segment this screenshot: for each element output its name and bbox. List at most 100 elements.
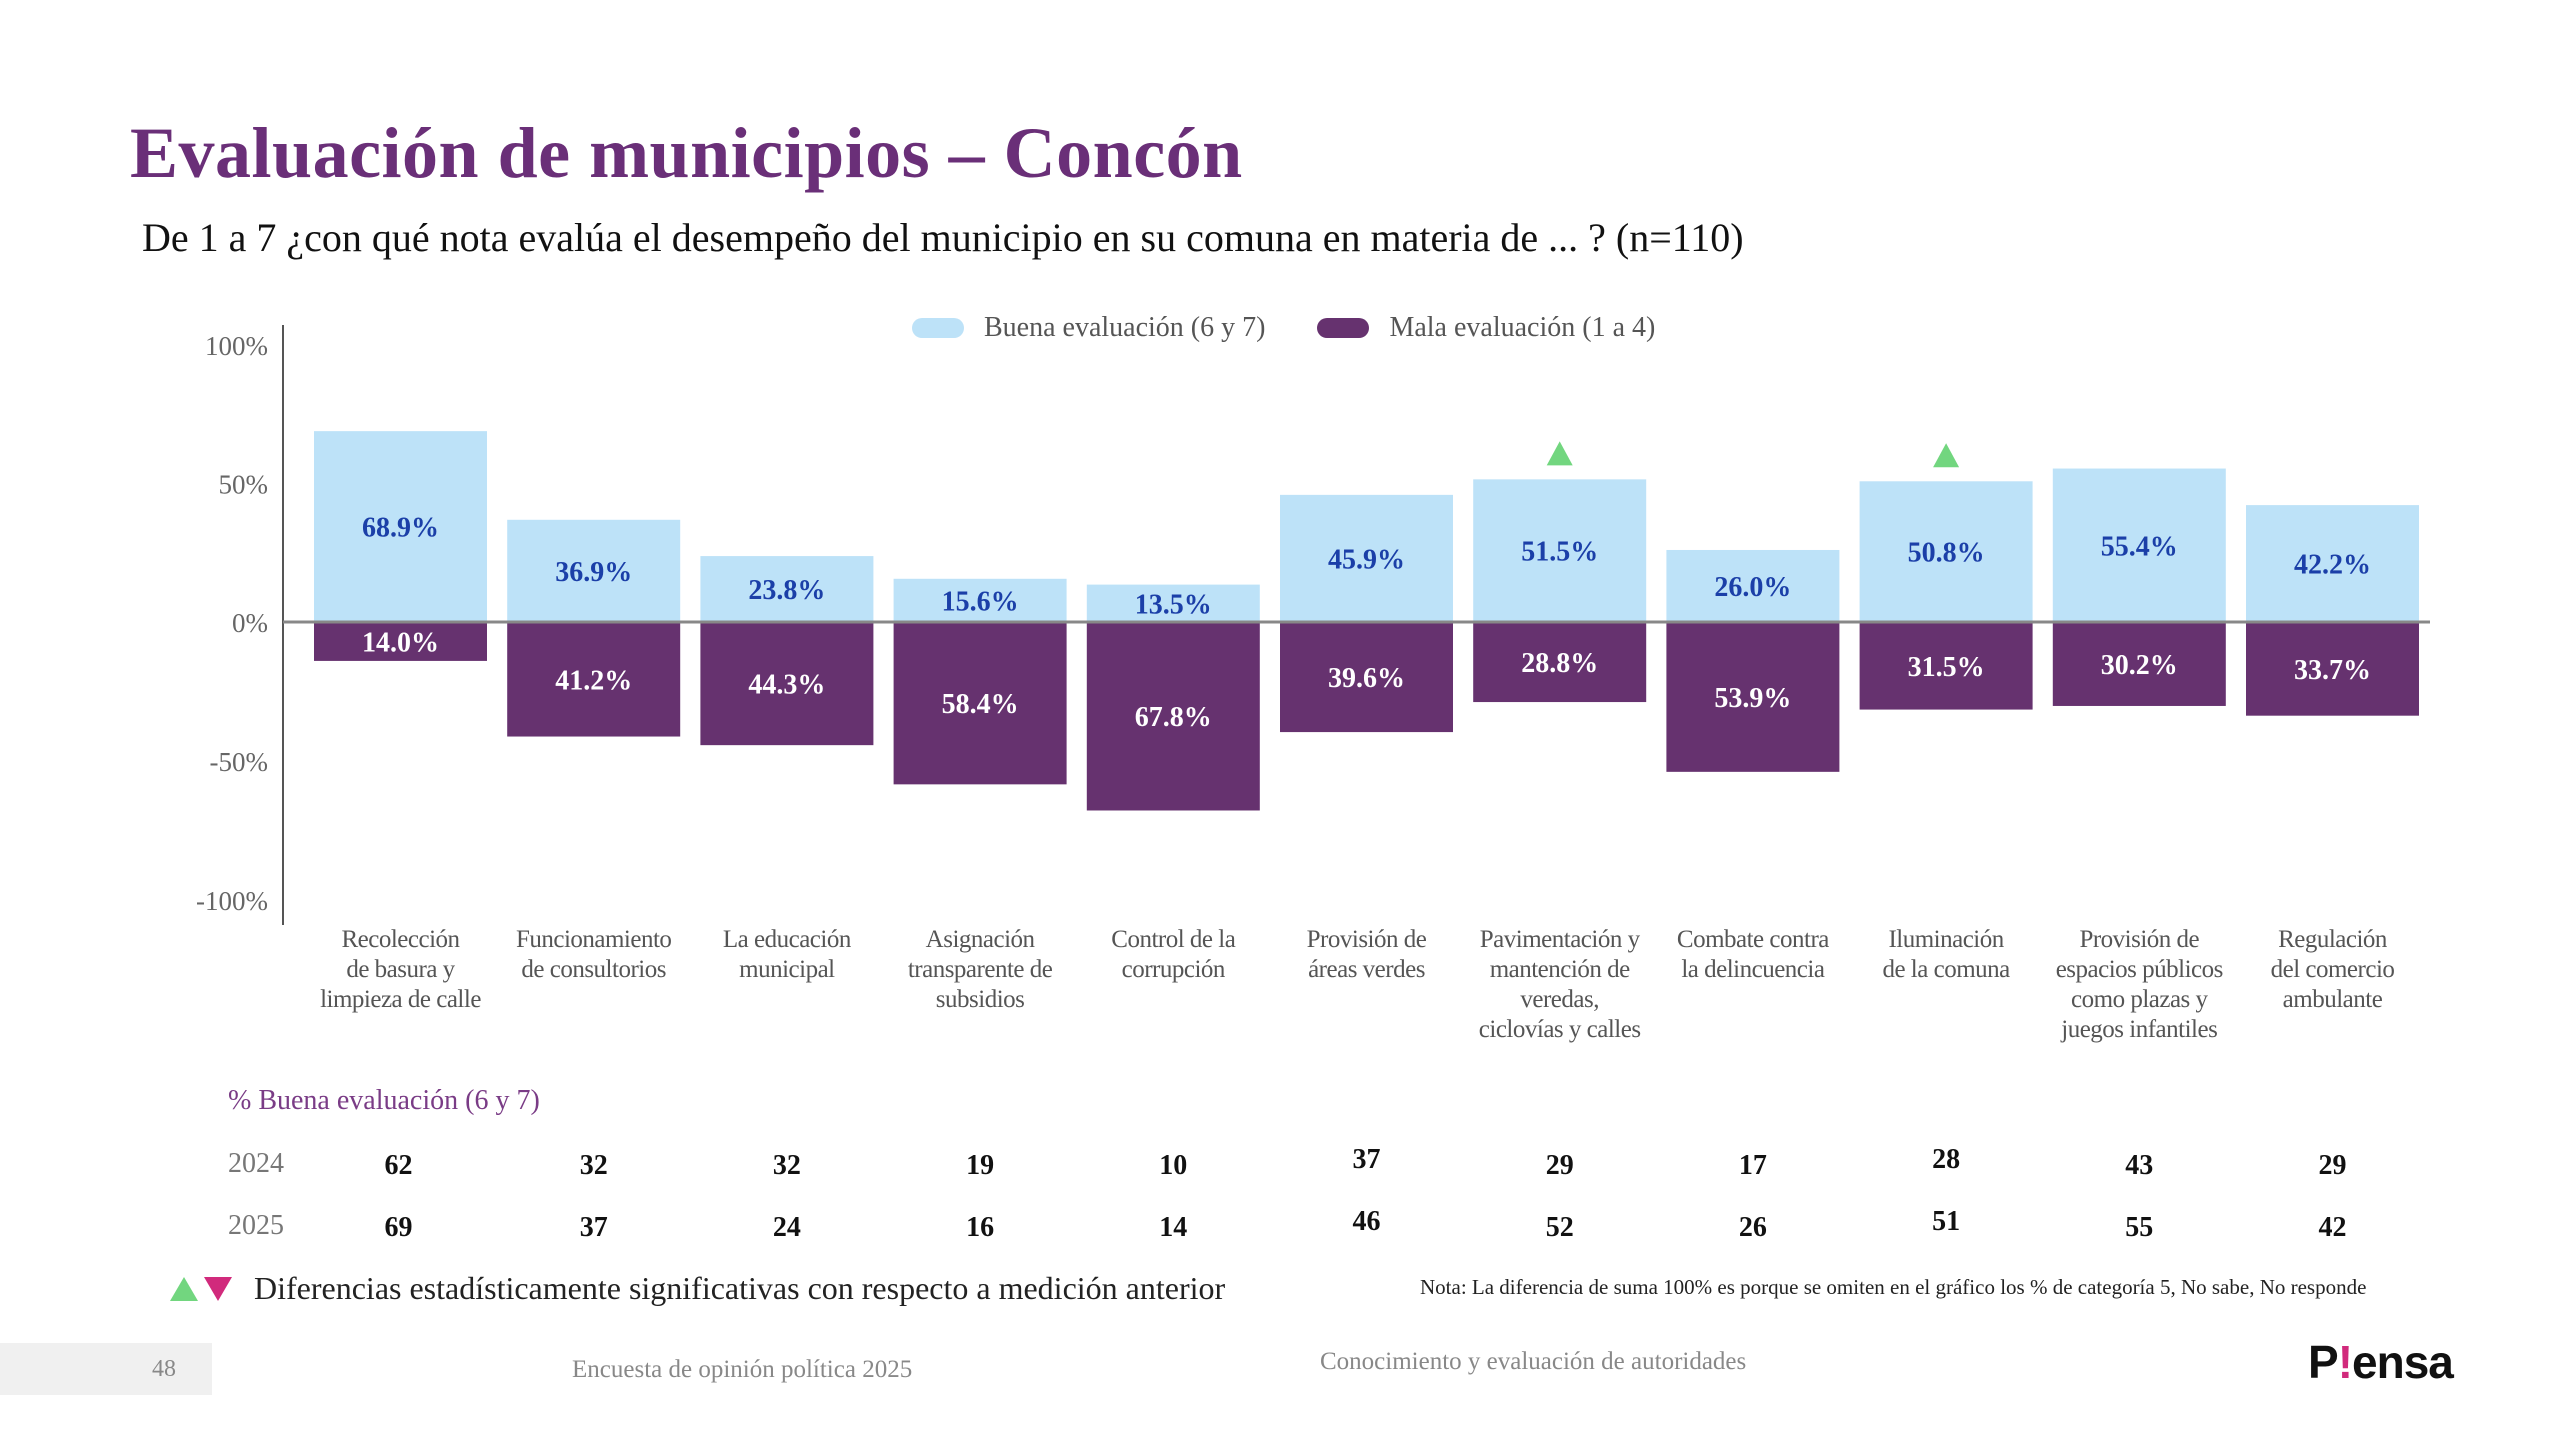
x-tick-label: La educación municipal	[692, 925, 882, 985]
table-cell: 42	[2318, 1212, 2347, 1243]
table-cell: 55	[2125, 1212, 2154, 1243]
bar-bad	[314, 622, 487, 661]
x-tick-label-line: mantención de	[1489, 956, 1630, 983]
x-tick-label-line: espacios públicos	[2055, 956, 2224, 983]
bar-good	[2246, 505, 2419, 622]
bar-good	[1086, 584, 1260, 622]
data-label-bad: 58.4%	[942, 689, 1019, 720]
x-tick-label: Recolección de basura y limpieza de calle	[306, 925, 496, 1015]
bar-bad	[893, 622, 1067, 785]
x-tick-label-line: Funcionamiento	[515, 926, 672, 953]
table-cell: 37	[1352, 1144, 1381, 1175]
legend-item-bad: Mala evaluación (1 a 4)	[1317, 312, 1655, 344]
table-cell: 32	[772, 1150, 801, 1181]
table-header: % Buena evaluación (6 y 7)	[228, 1085, 540, 1116]
legend-item-good: Buena evaluación (6 y 7)	[912, 312, 1265, 344]
data-label-good: 51.5%	[1521, 537, 1598, 568]
x-tick-label-line: áreas verdes	[1308, 956, 1425, 983]
x-tick-label-line: juegos infantiles	[2061, 1016, 2218, 1043]
table-cell: 43	[2125, 1150, 2154, 1181]
bar-good	[507, 519, 681, 622]
chart-legend: Buena evaluación (6 y 7) Mala evaluación…	[912, 312, 1707, 344]
question-subtitle: De 1 a 7 ¿con qué nota evalúa el desempe…	[142, 215, 1744, 260]
x-tick-label-line: limpieza de calle	[320, 986, 481, 1013]
bar-good	[1666, 549, 1840, 622]
data-label-good: 42.2%	[2294, 550, 2371, 581]
data-label-good: 68.9%	[362, 513, 439, 544]
table-cell: 17	[1738, 1150, 1767, 1181]
data-label-good: 55.4%	[2101, 531, 2178, 562]
table-year-label: 2025	[228, 1210, 284, 1241]
legend-swatch-bad	[1317, 318, 1370, 338]
table-cell: 28	[1932, 1144, 1961, 1175]
x-tick-label-line: Regulación	[2278, 926, 2387, 953]
significance-up-icon	[1546, 441, 1573, 466]
data-label-good: 23.8%	[748, 575, 825, 606]
x-tick-label: Control de la corrupción	[1078, 925, 1268, 985]
bar-good	[700, 556, 874, 622]
bar-good	[893, 578, 1067, 622]
footer-section-name: Conocimiento y evaluación de autoridades	[1320, 1348, 1747, 1375]
y-tick-label: 0%	[232, 608, 268, 638]
table-cell: 29	[1545, 1150, 1574, 1181]
significance-up-icon	[1933, 443, 1960, 468]
page-title: Evaluación de municipios – Concón	[130, 113, 1243, 193]
data-label-good: 36.9%	[555, 557, 632, 588]
significance-legend: Diferencias estadísticamente significati…	[170, 1270, 1225, 1307]
x-tick-label-line: transparente de	[907, 956, 1053, 983]
x-tick-label-line: la delincuencia	[1681, 956, 1825, 983]
triangle-down-icon	[204, 1276, 232, 1301]
table-cell: 10	[1159, 1150, 1188, 1181]
x-tick-label: Combate contra la delincuencia	[1658, 925, 1848, 985]
y-tick-label: -100%	[196, 886, 268, 916]
x-tick-label: Funcionamiento de consultorios	[499, 925, 689, 985]
x-tick-label: Provisión de áreas verdes	[1272, 925, 1462, 985]
table-year-label: 2024	[228, 1148, 284, 1179]
table-cell: 19	[966, 1150, 995, 1181]
bar-bad	[700, 622, 874, 746]
table-cell: 69	[384, 1212, 413, 1243]
data-label-bad: 67.8%	[1135, 702, 1212, 733]
x-tick-label-line: corrupción	[1121, 956, 1226, 983]
y-tick-label: 50%	[219, 470, 269, 500]
x-tick-label-line: Recolección	[341, 926, 460, 953]
table-cell: 29	[2318, 1150, 2347, 1181]
table-cell: 52	[1545, 1212, 1574, 1243]
bar-bad	[1666, 622, 1840, 772]
footer-survey-name: Encuesta de opinión política 2025	[572, 1356, 913, 1383]
x-tick-label-line: Provisión de	[2079, 926, 2200, 953]
data-label-good: 13.5%	[1135, 589, 1212, 620]
data-label-bad: 44.3%	[748, 670, 825, 701]
x-tick-label-line: como plazas y	[2071, 986, 2208, 1013]
table-cell: 14	[1159, 1212, 1188, 1243]
x-tick-label-line: Combate contra	[1676, 926, 1829, 953]
data-label-bad: 14.0%	[362, 627, 439, 658]
x-tick-label-line: ciclovías y calles	[1478, 1016, 1641, 1043]
legend-label-good: Buena evaluación (6 y 7)	[984, 312, 1266, 343]
page-number-box: 48	[0, 1343, 212, 1395]
x-tick-label-line: municipal	[739, 956, 835, 983]
data-label-bad: 41.2%	[555, 665, 632, 696]
bar-bad	[1280, 622, 1453, 733]
x-tick-label-line: ambulante	[2282, 986, 2383, 1013]
table-cell: 16	[966, 1212, 995, 1243]
x-tick-label-line: de consultorios	[521, 956, 666, 983]
data-label-bad: 30.2%	[2101, 650, 2178, 681]
x-tick-label-line: Pavimentación y	[1479, 926, 1640, 953]
data-label-bad: 28.8%	[1521, 648, 1598, 679]
x-tick-label: Provisión de espacios públicos como plazas…	[2044, 925, 2234, 1045]
table-cell: 37	[579, 1212, 608, 1243]
y-tick-label: -50%	[210, 747, 268, 777]
x-tick-label-line: subsidios	[935, 986, 1025, 1013]
piensa-logo: P!ensa	[2308, 1335, 2454, 1389]
bar-good	[2052, 468, 2226, 622]
x-tick-label-line: Control de la	[1111, 926, 1236, 953]
x-tick-label: Asignación transparente de subsidios	[885, 925, 1075, 1015]
data-label-bad: 31.5%	[1908, 652, 1985, 683]
legend-label-bad: Mala evaluación (1 a 4)	[1389, 312, 1656, 343]
table-cell: 24	[772, 1212, 801, 1243]
data-label-bad: 33.7%	[2294, 655, 2371, 686]
x-tick-label-line: del comercio	[2270, 956, 2395, 983]
data-label-good: 26.0%	[1714, 572, 1791, 603]
data-label-good: 45.9%	[1328, 544, 1405, 575]
